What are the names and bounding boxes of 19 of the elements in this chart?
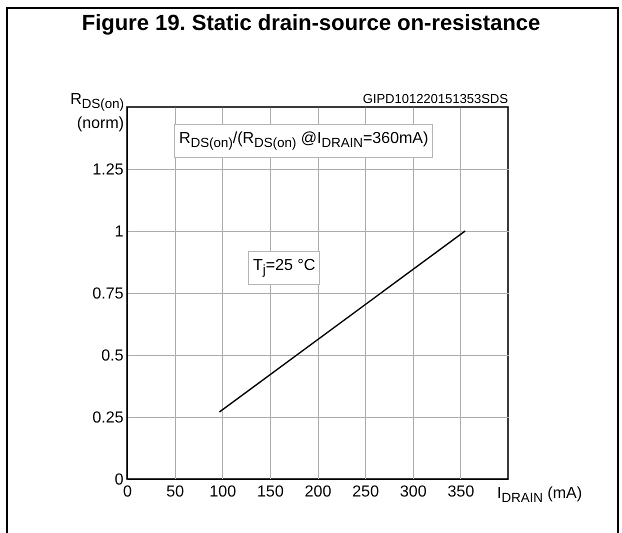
x-tick-label: 250 bbox=[352, 484, 380, 500]
x-tick-label: 350 bbox=[448, 484, 474, 500]
y-axis-title: R$_{DS(on)}$ (norm) bbox=[70, 90, 124, 134]
text: GIPD101220151353SDS bbox=[362, 91, 508, 106]
y-tick-label: 1 bbox=[114, 224, 124, 240]
x-axis-title: I$_{DRAIN}$ (mA) bbox=[497, 484, 582, 508]
y-tick-label: 0.5 bbox=[101, 348, 124, 364]
chart-title: Figure 19. Static drain-source on-resistance bbox=[80, 10, 542, 36]
y-tick-label: 0 bbox=[114, 472, 124, 488]
y-tick-label: 1.25 bbox=[92, 162, 124, 178]
y-tick-label: 0.75 bbox=[92, 286, 124, 302]
annotation: T$_{j}$=25 °C bbox=[248, 251, 320, 286]
x-tick-label: 50 bbox=[166, 484, 184, 500]
x-tick-label: 300 bbox=[400, 484, 427, 500]
x-tick-label: 200 bbox=[304, 484, 332, 500]
y-tick-label: 0.25 bbox=[92, 410, 124, 426]
x-tick-label: 150 bbox=[257, 484, 284, 500]
annotation: R$_{DS(on)}$/(R$_{DS(on)}$ @I$_{DRAIN}$=360mA) bbox=[174, 124, 434, 158]
x-tick-label: 100 bbox=[209, 484, 236, 500]
